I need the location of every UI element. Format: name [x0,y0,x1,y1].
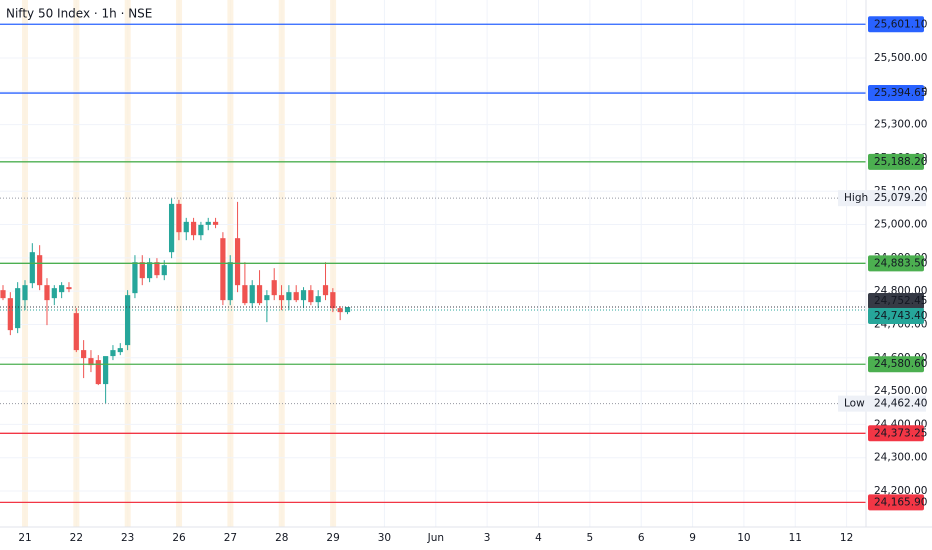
candle-body [227,262,233,301]
candle-body [147,262,153,279]
candle-body [59,285,65,293]
x-tick-label: 27 [224,532,237,544]
candle-body [271,280,277,296]
marker-label: 24,462.40 [874,398,927,410]
candle-body [22,285,28,301]
candle-body [168,203,175,253]
y-tick-label: 25,000.00 [874,219,927,231]
level-label-box [868,16,924,33]
candle-body [29,252,35,284]
x-tick-label: 6 [638,532,645,544]
level-label: 24,883.50 [874,257,927,269]
candle-body [256,285,263,304]
candle-body [183,221,189,233]
candle-body [117,348,123,353]
candle-body [293,292,299,301]
candle-body [95,360,101,385]
candle-body [88,358,94,366]
candle-body [344,306,351,313]
price-label-box [868,292,924,309]
level-label-box [868,356,924,373]
candle-body [205,221,211,225]
y-tick-label: 25,300.00 [874,119,927,131]
candle-body [220,238,226,301]
x-tick-label: 12 [840,532,853,544]
level-label: 25,188.20 [874,156,927,168]
candle-body [51,288,57,299]
candle-body [198,224,204,236]
candle-body [103,356,109,385]
x-tick-label: 22 [70,532,83,544]
candle-body [286,292,292,301]
y-tick-label: 24,500.00 [874,385,927,397]
candle-body [249,285,255,304]
level-label: 24,373.25 [874,427,927,439]
axis-layer: 21 22 23 26 27 28 29 30 Jun 3 4 5 6 9 10 11 12 25,500.00 2… [18,16,927,544]
marker-box [838,190,926,207]
level-label: 24,580.60 [874,358,927,370]
x-tick-label: 21 [18,532,31,544]
plot-layer [0,23,866,504]
candle-body [0,290,6,299]
candle-body [132,262,138,294]
candle-body [154,262,160,276]
y-tick-label: 24,200.00 [874,485,927,497]
marker-name: High [844,192,868,204]
x-tick-label: 30 [378,532,391,544]
candle-body [37,255,43,286]
chart-title: Nifty 50 Index · 1h · NSE [6,7,152,21]
level-label-box [868,494,924,511]
x-tick-label: 4 [535,532,542,544]
candle-body [190,221,197,236]
candle-body [139,262,145,279]
marker-box [838,395,926,412]
price-label-box [868,308,924,325]
candle-body [125,295,131,346]
x-tick-label: 3 [484,532,491,544]
candle-body [242,285,248,304]
price-label: 24,743.40 [874,310,927,322]
candle-body [330,292,336,309]
price-label: 24,752.45 [874,295,927,307]
candle-body [308,290,314,303]
level-label-box [868,425,924,442]
level-label-box [868,255,924,272]
level-label: 24,165.90 [874,496,927,508]
y-tick-label: 25,500.00 [874,52,927,64]
candle-body [322,285,329,296]
candle-body [264,295,270,301]
y-tick-label: 24,300.00 [874,452,927,464]
candle-body [81,350,87,359]
marker-label: 25,079.20 [874,192,927,204]
candle-body [212,221,219,225]
candle-body [315,296,321,303]
level-label: 25,601.10 [874,18,927,30]
marker-name: Low [844,398,865,410]
candle-body [66,287,72,290]
candle-body [110,350,116,357]
candle-body [300,290,307,301]
x-tick-label: 23 [121,532,134,544]
candle-body [234,238,241,286]
candle-body [7,298,13,331]
candle-body [337,308,343,313]
candle-body [161,265,167,276]
candle-body [73,313,79,351]
x-tick-label: Jun [427,532,444,544]
level-label-box [868,153,924,170]
candle-body [15,288,21,329]
level-label: 25,394.65 [874,87,927,99]
x-tick-label: 28 [275,532,288,544]
level-label-box [868,85,924,102]
x-tick-label: 5 [587,532,594,544]
candle-body [44,285,50,301]
x-tick-label: 9 [689,532,696,544]
x-tick-label: 10 [737,532,750,544]
x-tick-label: 29 [326,532,339,544]
x-tick-label: 11 [789,532,802,544]
candle-body [176,203,182,233]
x-tick-label: 26 [172,532,186,544]
candle-body [278,295,285,301]
